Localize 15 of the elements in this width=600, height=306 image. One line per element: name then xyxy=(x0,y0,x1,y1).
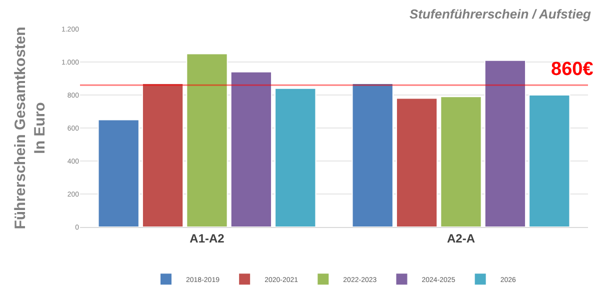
bar xyxy=(142,82,184,227)
bar xyxy=(440,96,482,227)
chart-title: Stufenführerschein / Aufstieg xyxy=(409,6,592,22)
ref-line-label: 860€ xyxy=(551,59,594,80)
y-axis-title: Führerschein Gesamtkosten In Euro xyxy=(12,26,49,230)
bar xyxy=(98,119,140,227)
x-tick-label: A2-A xyxy=(446,231,476,246)
bar xyxy=(352,82,394,227)
bar xyxy=(396,98,438,227)
bar xyxy=(230,71,272,227)
bar xyxy=(484,60,526,227)
bar xyxy=(274,88,316,227)
x-tick-label: A1-A2 xyxy=(190,231,225,246)
bar xyxy=(186,53,228,227)
bar xyxy=(528,94,570,227)
